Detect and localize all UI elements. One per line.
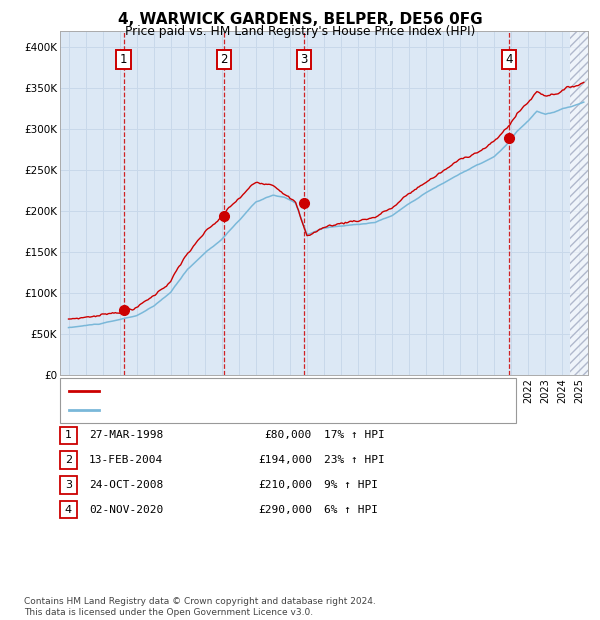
Text: 3: 3: [300, 53, 308, 66]
Text: 27-MAR-1998: 27-MAR-1998: [89, 430, 163, 440]
Text: Contains HM Land Registry data © Crown copyright and database right 2024.
This d: Contains HM Land Registry data © Crown c…: [24, 598, 376, 617]
Text: 23% ↑ HPI: 23% ↑ HPI: [324, 455, 385, 465]
Text: 1: 1: [120, 53, 127, 66]
Text: 2: 2: [220, 53, 227, 66]
Text: £210,000: £210,000: [258, 480, 312, 490]
Text: 9% ↑ HPI: 9% ↑ HPI: [324, 480, 378, 490]
Text: 17% ↑ HPI: 17% ↑ HPI: [324, 430, 385, 440]
Text: 02-NOV-2020: 02-NOV-2020: [89, 505, 163, 515]
Text: £290,000: £290,000: [258, 505, 312, 515]
Text: 13-FEB-2004: 13-FEB-2004: [89, 455, 163, 465]
Text: 24-OCT-2008: 24-OCT-2008: [89, 480, 163, 490]
Text: 4, WARWICK GARDENS, BELPER, DE56 0FG (detached house): 4, WARWICK GARDENS, BELPER, DE56 0FG (de…: [103, 386, 437, 396]
Text: 4: 4: [505, 53, 512, 66]
Text: 6% ↑ HPI: 6% ↑ HPI: [324, 505, 378, 515]
Text: HPI: Average price, detached house, Amber Valley: HPI: Average price, detached house, Ambe…: [103, 405, 378, 415]
Text: 3: 3: [65, 480, 72, 490]
Text: 1: 1: [65, 430, 72, 440]
Text: 4, WARWICK GARDENS, BELPER, DE56 0FG: 4, WARWICK GARDENS, BELPER, DE56 0FG: [118, 12, 482, 27]
Text: 2: 2: [65, 455, 72, 465]
Text: £80,000: £80,000: [265, 430, 312, 440]
Text: Price paid vs. HM Land Registry's House Price Index (HPI): Price paid vs. HM Land Registry's House …: [125, 25, 475, 38]
Text: £194,000: £194,000: [258, 455, 312, 465]
Text: 4: 4: [65, 505, 72, 515]
